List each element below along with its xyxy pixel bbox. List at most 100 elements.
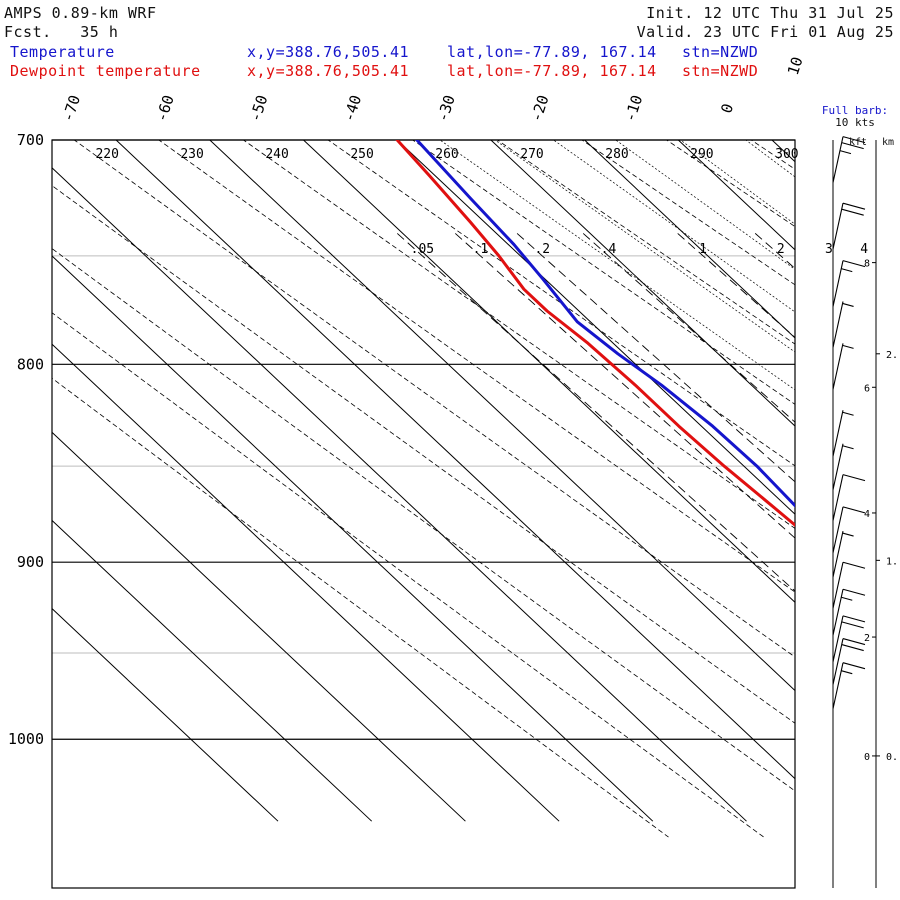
wind-barb-flag	[842, 638, 866, 646]
mixing-ratio-label: .2	[534, 242, 550, 257]
mixing-ratio-label: .05	[411, 242, 434, 257]
kft-tick-label: 2	[864, 633, 870, 644]
wind-barb	[832, 136, 866, 183]
wind-barb	[832, 343, 854, 390]
wind-barb-flag	[841, 644, 864, 652]
wind-barb-shaft	[832, 443, 844, 490]
wind-barb-flag	[841, 142, 864, 150]
wind-barb-flag	[842, 202, 866, 210]
wind-barb	[832, 638, 866, 685]
wind-barb-shaft	[832, 562, 844, 609]
wind-barb-half-flag	[842, 411, 854, 416]
wind-barb-flag	[842, 506, 866, 514]
pressure-label: 900	[17, 553, 44, 571]
km-tick-label: 0.	[886, 752, 898, 763]
wind-barb	[832, 410, 854, 457]
wind-barb-flag	[842, 561, 866, 569]
pressure-label: 800	[17, 355, 44, 373]
mixing-ratio-line	[677, 233, 795, 339]
moist-adiabat-line	[679, 140, 795, 225]
wind-barb-half-flag	[842, 302, 854, 307]
wind-barb	[832, 301, 854, 348]
km-tick-label: 1.	[886, 556, 898, 567]
legend-temperature-station: stn=NZWD	[682, 43, 759, 61]
wind-barb-half-flag	[842, 445, 854, 450]
wind-barb-flag	[842, 260, 866, 268]
wind-barb-flag	[841, 621, 864, 629]
wind-barb	[832, 588, 866, 636]
wind-barb-half-flag	[841, 670, 853, 675]
wind-barb-flag	[842, 662, 866, 670]
dry-adiabat-line	[52, 377, 669, 838]
theta-label: 290	[690, 147, 713, 162]
legend-dewpoint-xy: x,y=388.76,505.41	[247, 62, 410, 80]
wind-barb-half-flag	[841, 268, 853, 273]
wind-barb	[832, 615, 866, 662]
mixing-ratio-label: 4	[860, 242, 868, 257]
isotherm-label: -70	[59, 93, 84, 124]
init-time: Init. 12 UTC Thu 31 Jul 25	[646, 4, 894, 22]
wind-barb-shaft	[832, 136, 844, 183]
theta-label: 260	[435, 147, 458, 162]
wind-barb	[832, 561, 866, 609]
wind-barb-shaft	[832, 410, 844, 457]
dry-adiabat-line	[496, 140, 795, 345]
wind-barb	[832, 260, 866, 307]
wind-barb-shaft	[832, 474, 844, 521]
wind-barb-shaft	[832, 506, 844, 553]
wind-barb-half-flag	[841, 596, 853, 601]
dry-adiabat-line	[158, 140, 795, 593]
mixing-ratio-line	[396, 233, 795, 592]
isotherm-label: -10	[621, 93, 646, 124]
dry-adiabat-line	[52, 248, 795, 792]
isotherm-label: -30	[433, 93, 458, 124]
mixing-ratio-label: .4	[601, 242, 617, 257]
dewpoint-profile	[395, 140, 795, 528]
wind-barb	[832, 443, 854, 490]
theta-label: 250	[350, 147, 373, 162]
moist-adiabat-line	[494, 140, 795, 353]
theta-label: 300	[775, 147, 798, 162]
isotherm-line	[52, 431, 466, 822]
theta-label: 280	[605, 147, 628, 162]
theta-label: 270	[520, 147, 543, 162]
mixing-ratio-label: 2	[777, 242, 785, 257]
temperature-profile	[415, 140, 795, 508]
height-axis-km-unit: km	[882, 137, 894, 148]
isotherm-line	[52, 167, 747, 822]
isotherm-label: -20	[527, 93, 552, 124]
isotherm-line	[396, 140, 795, 515]
kft-tick-label: 8	[864, 259, 870, 270]
wind-barb	[832, 474, 866, 521]
mixing-ratio-line	[839, 233, 900, 837]
forecast-hour: Fcst. 35 h	[4, 23, 119, 41]
theta-label: 220	[95, 147, 118, 162]
wind-barb-half-flag	[839, 150, 852, 155]
mixing-ratio-label: .1	[473, 242, 489, 257]
model-title: AMPS 0.89-km WRF	[4, 4, 157, 22]
dry-adiabat-line	[412, 140, 795, 405]
mixing-ratio-line	[890, 233, 900, 837]
wind-barb-flag	[842, 136, 866, 144]
valid-time: Valid. 23 UTC Fri 01 Aug 25	[636, 23, 894, 41]
wind-barb-flag	[841, 208, 864, 216]
wind-barb-shaft	[832, 203, 844, 250]
isotherm-line	[52, 607, 279, 822]
dry-adiabat-line	[884, 116, 900, 837]
isotherm-line	[771, 140, 795, 163]
barb-note-line2: 10 kts	[835, 116, 875, 129]
wind-barb-flag	[842, 615, 866, 623]
isotherm-line	[52, 519, 373, 822]
isotherm-label: -50	[246, 93, 271, 124]
dry-adiabat-line	[52, 185, 795, 724]
dry-adiabat-line	[581, 140, 795, 286]
legend-dewpoint-latlon: lat,lon=-77.89, 167.14	[447, 62, 657, 80]
legend-temperature-xy: x,y=388.76,505.41	[247, 43, 410, 61]
dry-adiabat-line	[327, 140, 795, 467]
wind-barb-half-flag	[842, 344, 854, 349]
wind-barb-shaft	[832, 615, 844, 662]
moist-adiabat-line	[439, 140, 795, 391]
isotherm-label: -60	[152, 93, 177, 124]
